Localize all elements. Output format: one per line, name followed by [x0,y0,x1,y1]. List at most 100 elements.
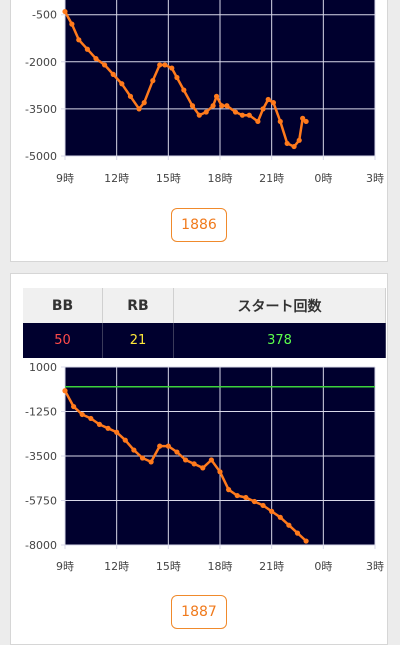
data-point [300,115,306,121]
data-point [243,494,249,501]
data-point [181,87,187,93]
data-point [110,71,116,77]
data-point [213,93,220,99]
stats-value-row: 50 21 378 [23,323,386,358]
y-tick-label: -5000 [25,150,57,163]
slot-card-1887: BB RB スタート回数 50 21 378 9時 12時 15時 18時 21時 0時 3… [10,273,388,645]
data-point [62,388,68,394]
data-point [294,530,301,536]
data-point [286,522,292,528]
data-point [136,106,142,112]
data-point [157,62,163,68]
data-point [141,100,147,106]
data-point [265,96,271,103]
data-point [217,469,223,475]
data-point [148,459,154,465]
data-point [246,112,252,118]
data-point [277,118,283,125]
data-point [270,100,276,106]
x-tick-label: 21時 [259,560,284,573]
data-point [62,8,68,15]
machine-number-button-1886[interactable]: 1886 [171,208,227,242]
data-point [150,78,156,84]
x-tick-label: 9時 [56,172,74,185]
data-point [114,429,120,435]
y-tick-label: -5750 [25,495,57,508]
machine-number-button-1887[interactable]: 1887 [171,595,227,629]
data-point [169,65,175,71]
x-tick-label: 18時 [208,560,233,573]
data-point [232,109,239,115]
history-chart-2: 9時 12時 15時 18時 21時 0時 3時 1000 -1250 -3500 -5750 -80… [25,361,384,573]
y-tick-label: -8000 [25,539,57,552]
data-point [191,461,197,467]
x-tick-label: 21時 [259,172,284,185]
x-tick-label: 18時 [208,172,233,185]
bb-value: 50 [23,323,103,358]
data-point [157,443,163,449]
data-point [284,140,290,147]
data-point [119,81,125,87]
start-count-value: 378 [173,323,386,358]
data-point [196,112,202,118]
data-point [76,37,82,43]
data-point [93,56,99,62]
data-point [296,137,302,143]
rb-header: RB [102,288,174,323]
stats-table: BB RB スタート回数 50 21 378 [23,288,386,358]
data-point [139,455,146,461]
data-point [174,449,180,455]
data-point [88,415,94,422]
data-point [234,492,240,499]
x-tick-label: 3時 [366,560,384,573]
data-point [131,447,137,453]
y-tick-label: -2000 [25,56,57,69]
y-tick-label: 1000 [29,361,57,374]
data-point [291,143,297,150]
data-point [303,118,309,125]
data-point [226,487,232,493]
data-point [200,465,206,471]
slot-card-1886: 9時 12時 15時 18時 21時 0時 3時 -500 -2000 -3500 -5000 18… [10,0,388,262]
data-point [251,498,258,505]
bb-header: BB [23,288,103,323]
data-point [260,502,266,509]
data-point [96,421,103,427]
x-tick-label: 0時 [314,560,332,573]
x-tick-label: 12時 [104,560,129,573]
data-point [122,437,128,443]
data-point [165,443,171,449]
data-point [189,103,196,109]
x-tick-label: 3時 [366,172,384,185]
x-tick-label: 12時 [104,172,129,185]
start-count-header: スタート回数 [173,288,386,323]
data-point [127,93,134,99]
x-tick-label: 9時 [56,560,74,573]
y-tick-label: -3500 [25,103,57,116]
data-point [208,457,214,463]
data-point [174,74,180,81]
y-tick-label: -500 [32,9,57,22]
data-point [239,112,245,118]
stats-header-row: BB RB スタート回数 [23,288,386,323]
data-point [105,425,111,431]
y-tick-label: -1250 [25,406,57,419]
data-point [210,103,216,109]
x-tick-label: 0時 [314,172,332,185]
data-point [162,62,168,68]
data-point [255,118,261,125]
data-point [71,403,77,410]
x-tick-label: 15時 [156,560,181,573]
rb-value: 21 [102,323,174,358]
data-point [84,46,90,52]
data-point [224,103,230,109]
history-chart-1: 9時 12時 15時 18時 21時 0時 3時 -500 -2000 -3500 -5000 [25,0,384,185]
y-tick-label: -3500 [25,450,57,463]
data-point [79,411,85,418]
x-tick-label: 15時 [156,172,181,185]
data-point [303,538,309,544]
data-point [260,106,266,112]
data-point [69,21,75,27]
data-point [269,508,275,514]
data-point [102,62,108,68]
